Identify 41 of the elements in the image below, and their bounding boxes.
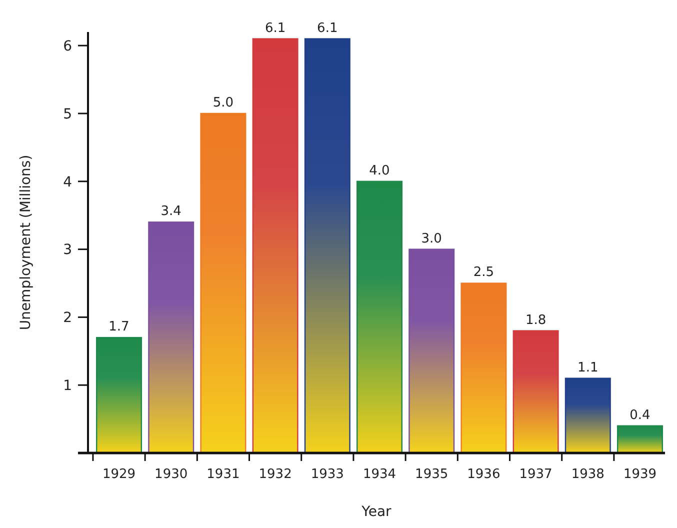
x-tick-label: 1937 [519, 467, 552, 482]
data-label: 1.1 [578, 360, 598, 376]
y-tick-label: 4 [63, 174, 72, 190]
x-tick-label: 1935 [415, 467, 448, 482]
data-label: 3.4 [160, 204, 182, 220]
y-tick-label: 6 [63, 38, 72, 54]
x-tick-label: 1930 [154, 467, 188, 482]
y-tick-label: 3 [63, 242, 72, 258]
data-label: 6.1 [317, 20, 338, 36]
data-label: 1.8 [525, 312, 546, 328]
bar [512, 330, 559, 454]
y-tick-label: 1 [63, 378, 72, 394]
data-label: 0.4 [630, 408, 650, 423]
y-axis-title: Unemployment (Millions) [18, 154, 34, 330]
x-tick-label: 1933 [310, 467, 344, 482]
x-tick-label: 1932 [258, 467, 292, 482]
x-axis-title: Year [360, 504, 392, 520]
bar [356, 180, 403, 454]
bar [148, 222, 194, 454]
data-label: 3.0 [421, 231, 442, 246]
y-tick-label: 2 [63, 310, 72, 326]
x-tick-label: 1938 [571, 467, 604, 482]
data-label: 4.0 [369, 163, 390, 178]
data-label: 2.5 [473, 265, 494, 280]
data-label: 1.7 [108, 320, 130, 335]
y-tick-label: 5 [63, 106, 72, 122]
x-tick-label: 1931 [206, 467, 240, 482]
x-tick-label: 1929 [102, 467, 136, 482]
bar [564, 378, 611, 454]
data-label: 5.0 [212, 95, 234, 110]
x-tick-label: 1936 [467, 467, 500, 482]
x-tick-label: 1939 [623, 467, 657, 482]
x-tick-label: 1934 [362, 467, 396, 482]
data-label: 6.1 [264, 20, 286, 36]
bar [616, 425, 663, 454]
bar [96, 336, 142, 454]
bar [304, 38, 350, 454]
bar [460, 282, 507, 454]
bar [408, 248, 455, 454]
bar [200, 112, 246, 454]
bar [252, 38, 298, 454]
